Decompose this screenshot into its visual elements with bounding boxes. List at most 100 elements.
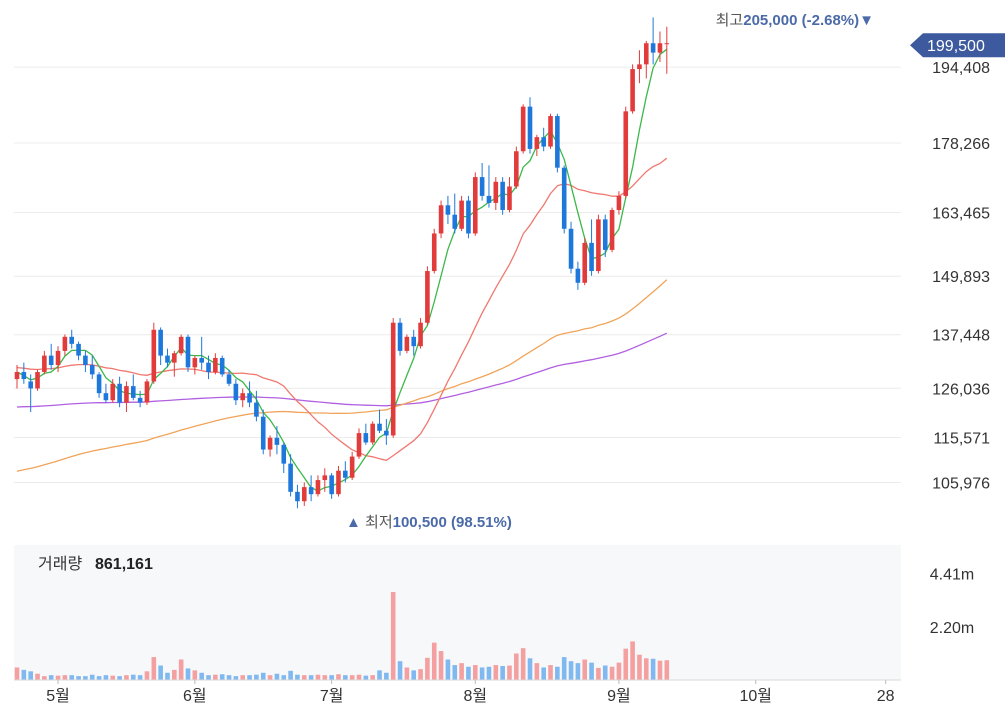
candle-body bbox=[384, 430, 389, 436]
volume-bar bbox=[370, 675, 375, 680]
candle-body bbox=[315, 480, 321, 495]
candle-body bbox=[192, 357, 198, 368]
candle-body bbox=[493, 181, 499, 203]
volume-bar bbox=[459, 663, 464, 680]
volume-bar bbox=[479, 667, 485, 680]
candle-body bbox=[596, 219, 601, 272]
candle-body bbox=[589, 242, 594, 272]
current-price-badge: 199,500 bbox=[910, 33, 1005, 58]
volume-bar bbox=[165, 672, 170, 680]
volume-bar bbox=[493, 665, 499, 680]
volume-bar bbox=[89, 674, 95, 680]
x-tick-label: 28 bbox=[877, 688, 895, 705]
candle-body bbox=[28, 381, 33, 389]
price-tick-label: 178,266 bbox=[932, 136, 990, 153]
volume-bar bbox=[130, 674, 136, 680]
volume-bar bbox=[185, 668, 191, 680]
candle-body bbox=[390, 322, 396, 436]
price-tick-label: 105,976 bbox=[932, 476, 990, 493]
price-gridlines bbox=[14, 66, 901, 484]
candle-body bbox=[472, 177, 478, 234]
candle-body bbox=[582, 242, 588, 283]
candle-body bbox=[336, 470, 341, 495]
volume-bar bbox=[384, 672, 389, 680]
candle-body bbox=[555, 116, 560, 168]
candle-body bbox=[507, 186, 512, 210]
volume-bar bbox=[630, 641, 635, 680]
volume-bar bbox=[548, 665, 553, 680]
volume-bar bbox=[103, 675, 109, 680]
candle-body bbox=[329, 475, 334, 495]
x-tick-label: 8월 bbox=[463, 687, 487, 705]
candle-body bbox=[151, 329, 157, 382]
volume-bar bbox=[466, 666, 471, 680]
candle-body bbox=[89, 364, 95, 375]
candle-body bbox=[616, 195, 622, 210]
volume-bar bbox=[452, 665, 458, 680]
candle-body bbox=[69, 336, 75, 344]
ma20-line bbox=[16, 157, 668, 461]
volume-bar bbox=[596, 667, 601, 680]
volume-bar bbox=[514, 653, 519, 680]
candle-body bbox=[568, 228, 574, 269]
volume-bar bbox=[247, 675, 252, 680]
candle-body bbox=[431, 233, 437, 272]
candle-body bbox=[260, 416, 266, 450]
candle-body bbox=[62, 336, 68, 351]
candle-body bbox=[185, 336, 191, 368]
volume-bar bbox=[377, 670, 382, 680]
high-marker-label: 최고205,000 (-2.68%)▼ bbox=[716, 12, 874, 29]
volume-bar bbox=[28, 671, 33, 680]
price-tick-label: 194,408 bbox=[932, 60, 990, 77]
candle-body bbox=[158, 329, 163, 356]
volume-bar bbox=[14, 667, 20, 680]
volume-bar bbox=[62, 675, 68, 680]
volume-bar bbox=[343, 675, 348, 680]
volume-bar bbox=[602, 665, 608, 680]
candle-body bbox=[343, 470, 348, 478]
volume-bar bbox=[281, 675, 287, 680]
volume-bar bbox=[151, 657, 157, 680]
candle-body bbox=[274, 437, 280, 445]
candle-body bbox=[479, 177, 485, 196]
volume-bar bbox=[582, 659, 588, 680]
volume-bar bbox=[507, 665, 512, 680]
candle-body bbox=[21, 372, 27, 380]
candle-body bbox=[630, 69, 635, 112]
candle-body bbox=[425, 271, 430, 323]
volume-bar bbox=[206, 675, 211, 680]
ma5-line bbox=[16, 48, 668, 492]
candle-body bbox=[301, 487, 307, 502]
candle-body bbox=[411, 336, 417, 347]
volume-bar bbox=[438, 651, 444, 680]
volume-bar bbox=[643, 658, 649, 680]
volume-bar bbox=[42, 676, 47, 680]
candle-body bbox=[240, 393, 246, 401]
candle-body bbox=[219, 357, 225, 375]
candle-body bbox=[377, 423, 382, 431]
volume-bar bbox=[35, 673, 40, 680]
candle-body bbox=[267, 437, 273, 450]
volume-bar bbox=[609, 666, 615, 680]
volume-bar bbox=[233, 676, 239, 680]
volume-bar bbox=[349, 675, 355, 680]
candle-body bbox=[233, 383, 239, 401]
candle-body bbox=[445, 205, 451, 215]
volume-bar bbox=[425, 657, 430, 680]
moving-average-lines bbox=[16, 48, 668, 492]
price-axis: 194,408 178,266 163,465 149,893 137,448 126,0… bbox=[932, 60, 990, 492]
volume-bar bbox=[315, 674, 321, 680]
volume-bar bbox=[48, 675, 54, 680]
month-axis: 5월 6월 7월 8월 9월 10월 28 bbox=[14, 679, 901, 705]
candle-body bbox=[55, 350, 61, 365]
volume-bar bbox=[329, 675, 334, 680]
candle-body bbox=[349, 456, 355, 478]
candle-body bbox=[165, 355, 170, 363]
volume-bar bbox=[390, 592, 396, 680]
high-low-markers: 최고205,000 (-2.68%)▼ ▲ 최저100,500 (98.51%) bbox=[346, 12, 874, 531]
price-tick-label: 115,571 bbox=[933, 430, 990, 447]
candle-body bbox=[322, 475, 328, 481]
candle-body bbox=[199, 357, 204, 363]
candle-body bbox=[288, 463, 293, 492]
volume-bar bbox=[213, 674, 218, 680]
